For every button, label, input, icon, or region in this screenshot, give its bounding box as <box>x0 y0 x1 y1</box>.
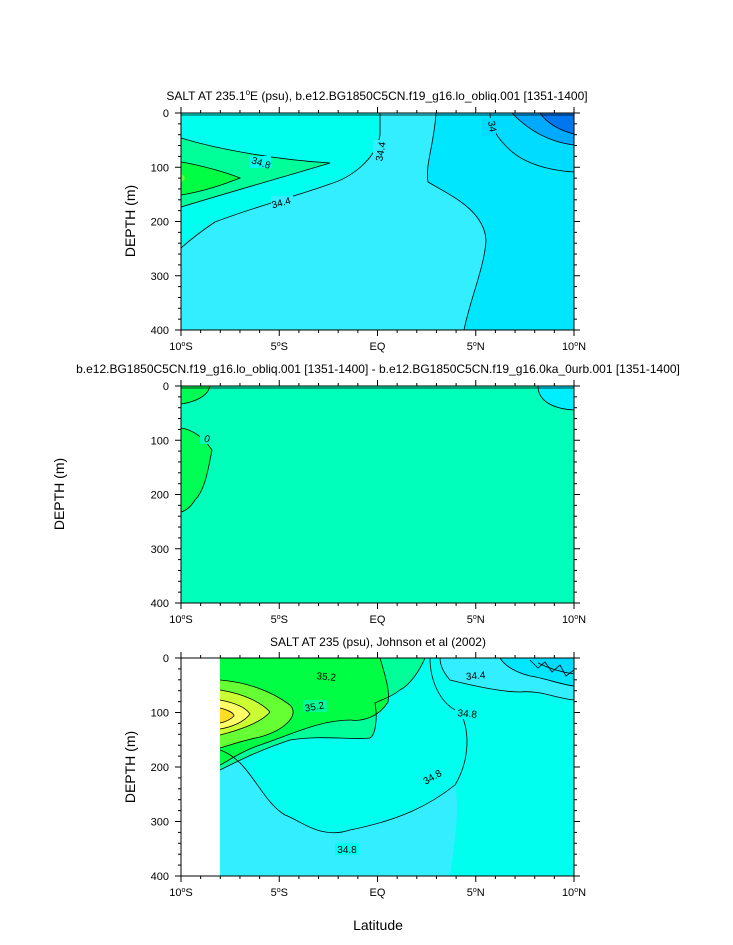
panel-3-plot-area <box>219 658 574 876</box>
y-tick-label: 100 <box>151 708 169 720</box>
x-tick-label: EQ <box>370 341 386 353</box>
y-tick-label: 400 <box>151 325 169 337</box>
y-tick-label: 300 <box>151 544 169 556</box>
p2-contour-east <box>537 386 574 411</box>
p3-fill-36-0 <box>220 708 234 723</box>
p1-fill-tongue <box>181 138 330 207</box>
x-tick-label: 5oS <box>271 887 288 899</box>
panel-1-x-axis: 10oS 5oS EQ 5oN 10oN <box>169 107 586 353</box>
p3-clabel-bg-5 <box>335 843 359 855</box>
x-tick-label: 5oS <box>271 341 288 353</box>
x-tick-label: 10oS <box>169 341 193 353</box>
x-tick-label: 10oS <box>169 614 193 626</box>
panel-3-x-label: Latitude <box>353 917 403 933</box>
x-tick-label: EQ <box>370 887 386 899</box>
p1-clabel-bg-2 <box>271 196 293 208</box>
p1-contour-34-0 <box>427 113 487 330</box>
p2-contour-label-1: 0 <box>202 434 211 446</box>
p3-fill-35-8 <box>220 700 250 729</box>
panel-1-y-label: DEPTH (m) <box>122 185 138 257</box>
p2-fill-west-surface <box>181 386 210 404</box>
p3-clabel-bg-2 <box>303 700 327 712</box>
p1-fill-core <box>181 162 240 195</box>
p1-contour-34-8 <box>181 137 331 208</box>
x-tick-label: 10oS <box>169 887 193 899</box>
p3-contour-35-2 <box>219 658 389 766</box>
p1-contour-label-3: 34.4 <box>374 141 388 163</box>
panel-2-plot-area <box>181 386 574 603</box>
panel-3-title: SALT AT 235 (psu), Johnson et al (2002) <box>270 635 486 649</box>
p1-contour-35-0 <box>181 161 242 196</box>
y-tick-label: 100 <box>151 435 169 447</box>
panel-2-title: b.e12.BG1850C5CN.f19_g16.lo_obliq.001 [1… <box>76 362 680 376</box>
x-tick-label: 10oN <box>562 341 586 353</box>
p1-clabel-bg-3 <box>373 140 387 164</box>
panel-2: b.e12.BG1850C5CN.f19_g16.lo_obliq.001 [1… <box>51 362 680 626</box>
panel-1: SALT AT 235.1oE (psu), b.e12.BG1850C5CN.… <box>122 88 588 353</box>
p1-fill-east-deep2 <box>540 113 574 134</box>
panel-2-y-axis: 0 100 200 300 400 <box>151 381 580 610</box>
p1-contour-label-4: 34 <box>485 120 498 133</box>
y-tick-label: 200 <box>151 217 169 229</box>
y-tick-label: 200 <box>151 490 169 502</box>
y-tick-label: 200 <box>151 762 169 774</box>
x-tick-label: 5oS <box>271 614 288 626</box>
y-tick-label: 400 <box>151 871 169 883</box>
panel-3-x-axis: 10oS 5oS EQ 5oN 10oN <box>169 652 586 899</box>
x-tick-label: 5oN <box>467 341 485 353</box>
p3-contour-35-6 <box>219 689 271 736</box>
x-tick-label: 10oN <box>562 887 586 899</box>
p1-clabel-bg-1 <box>249 156 271 168</box>
p2-fill-west-pos <box>181 428 212 512</box>
y-tick-label: 0 <box>163 653 169 665</box>
p1-fill-core-inner <box>181 174 185 182</box>
panel-3: SALT AT 235 (psu), Johnson et al (2002) <box>122 635 586 933</box>
p2-fill-east-neg <box>538 386 574 410</box>
p3-contour-east-34-4 <box>439 658 574 701</box>
p3-contour-east-noise <box>529 659 574 677</box>
p1-fill-east <box>427 113 574 330</box>
p1-contour-deep1 <box>511 113 574 146</box>
p2-fill-base <box>181 386 574 603</box>
p1-fill-upper-left <box>181 113 380 248</box>
p3-contour-label-6: 34.4 <box>466 670 487 683</box>
p2-contour-west <box>181 427 213 513</box>
p3-contour-36-0 <box>219 707 235 724</box>
p3-contour-label-1: 35.2 <box>316 671 337 684</box>
p3-clabel-bg-6 <box>464 669 488 681</box>
panel-2-x-axis: 10oS 5oS EQ 5oN 10oN <box>169 380 586 626</box>
x-tick-label: EQ <box>370 614 386 626</box>
x-tick-label: 5oN <box>467 887 485 899</box>
p3-clabel-bg-1 <box>314 669 338 681</box>
p3-contour-35-4 <box>219 679 294 749</box>
y-tick-label: 100 <box>151 162 169 174</box>
y-tick-label: 0 <box>163 108 169 120</box>
x-tick-label: 10oN <box>562 614 586 626</box>
y-tick-label: 0 <box>163 381 169 393</box>
panel-3-y-axis: 0 100 200 300 400 <box>151 653 580 883</box>
panel-1-title: SALT AT 235.1oE (psu), b.e12.BG1850C5CN.… <box>166 88 587 103</box>
p3-clabel-bg-4 <box>422 770 446 782</box>
p2-clabel-bg-1 <box>200 432 212 444</box>
p1-clabel-bg-4 <box>482 118 496 136</box>
x-tick-label: 5oN <box>467 614 485 626</box>
p3-contour-label-5: 34.8 <box>337 845 357 856</box>
y-tick-label: 400 <box>151 598 169 610</box>
p3-contour-east-34-0 <box>499 658 574 687</box>
panel-2-y-label: DEPTH (m) <box>51 458 67 530</box>
y-tick-label: 300 <box>151 817 169 829</box>
p3-contour-35-0 <box>219 658 426 771</box>
p1-contour-label-2: 34.4 <box>271 196 293 212</box>
panel-3-y-label: DEPTH (m) <box>122 731 138 803</box>
p3-contour-35-8 <box>219 699 251 730</box>
panel-1-y-axis: 0 100 200 300 400 <box>151 108 580 337</box>
p3-clabel-bg-3 <box>455 707 479 719</box>
y-tick-label: 300 <box>151 271 169 283</box>
p3-contour-label-3: 34.8 <box>457 708 478 721</box>
p3-contour-label-2: 35.2 <box>304 700 326 714</box>
